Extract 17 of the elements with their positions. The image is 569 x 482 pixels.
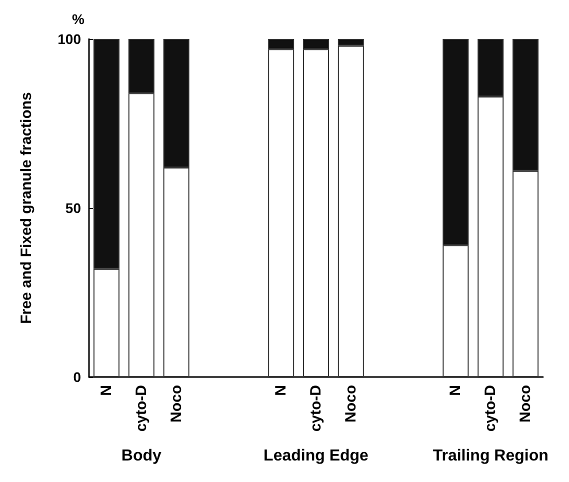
y-tick-label: 100 xyxy=(58,31,82,47)
text: Body xyxy=(121,448,162,464)
y-tick-label: 0 xyxy=(73,369,82,385)
text: % xyxy=(72,11,85,27)
x-tick-label: Noco xyxy=(517,385,534,422)
text: Leading Edge xyxy=(264,448,369,464)
x-tick-label: N xyxy=(447,385,464,396)
x-tick-label: Noco xyxy=(342,385,360,422)
x-tick-label: cyto-D xyxy=(482,384,500,432)
x-tick-label: N xyxy=(272,385,290,396)
y-tick-label: 50 xyxy=(65,200,82,216)
x-tick-label: cyto-D xyxy=(132,384,150,432)
x-tick-label: cyto-D xyxy=(308,384,324,432)
y-axis-title: Free and Fixed granule fractions xyxy=(18,92,35,324)
x-tick-label: N xyxy=(98,385,115,396)
text: Trailing Region xyxy=(432,448,548,464)
x-tick-label: Noco xyxy=(168,385,185,422)
